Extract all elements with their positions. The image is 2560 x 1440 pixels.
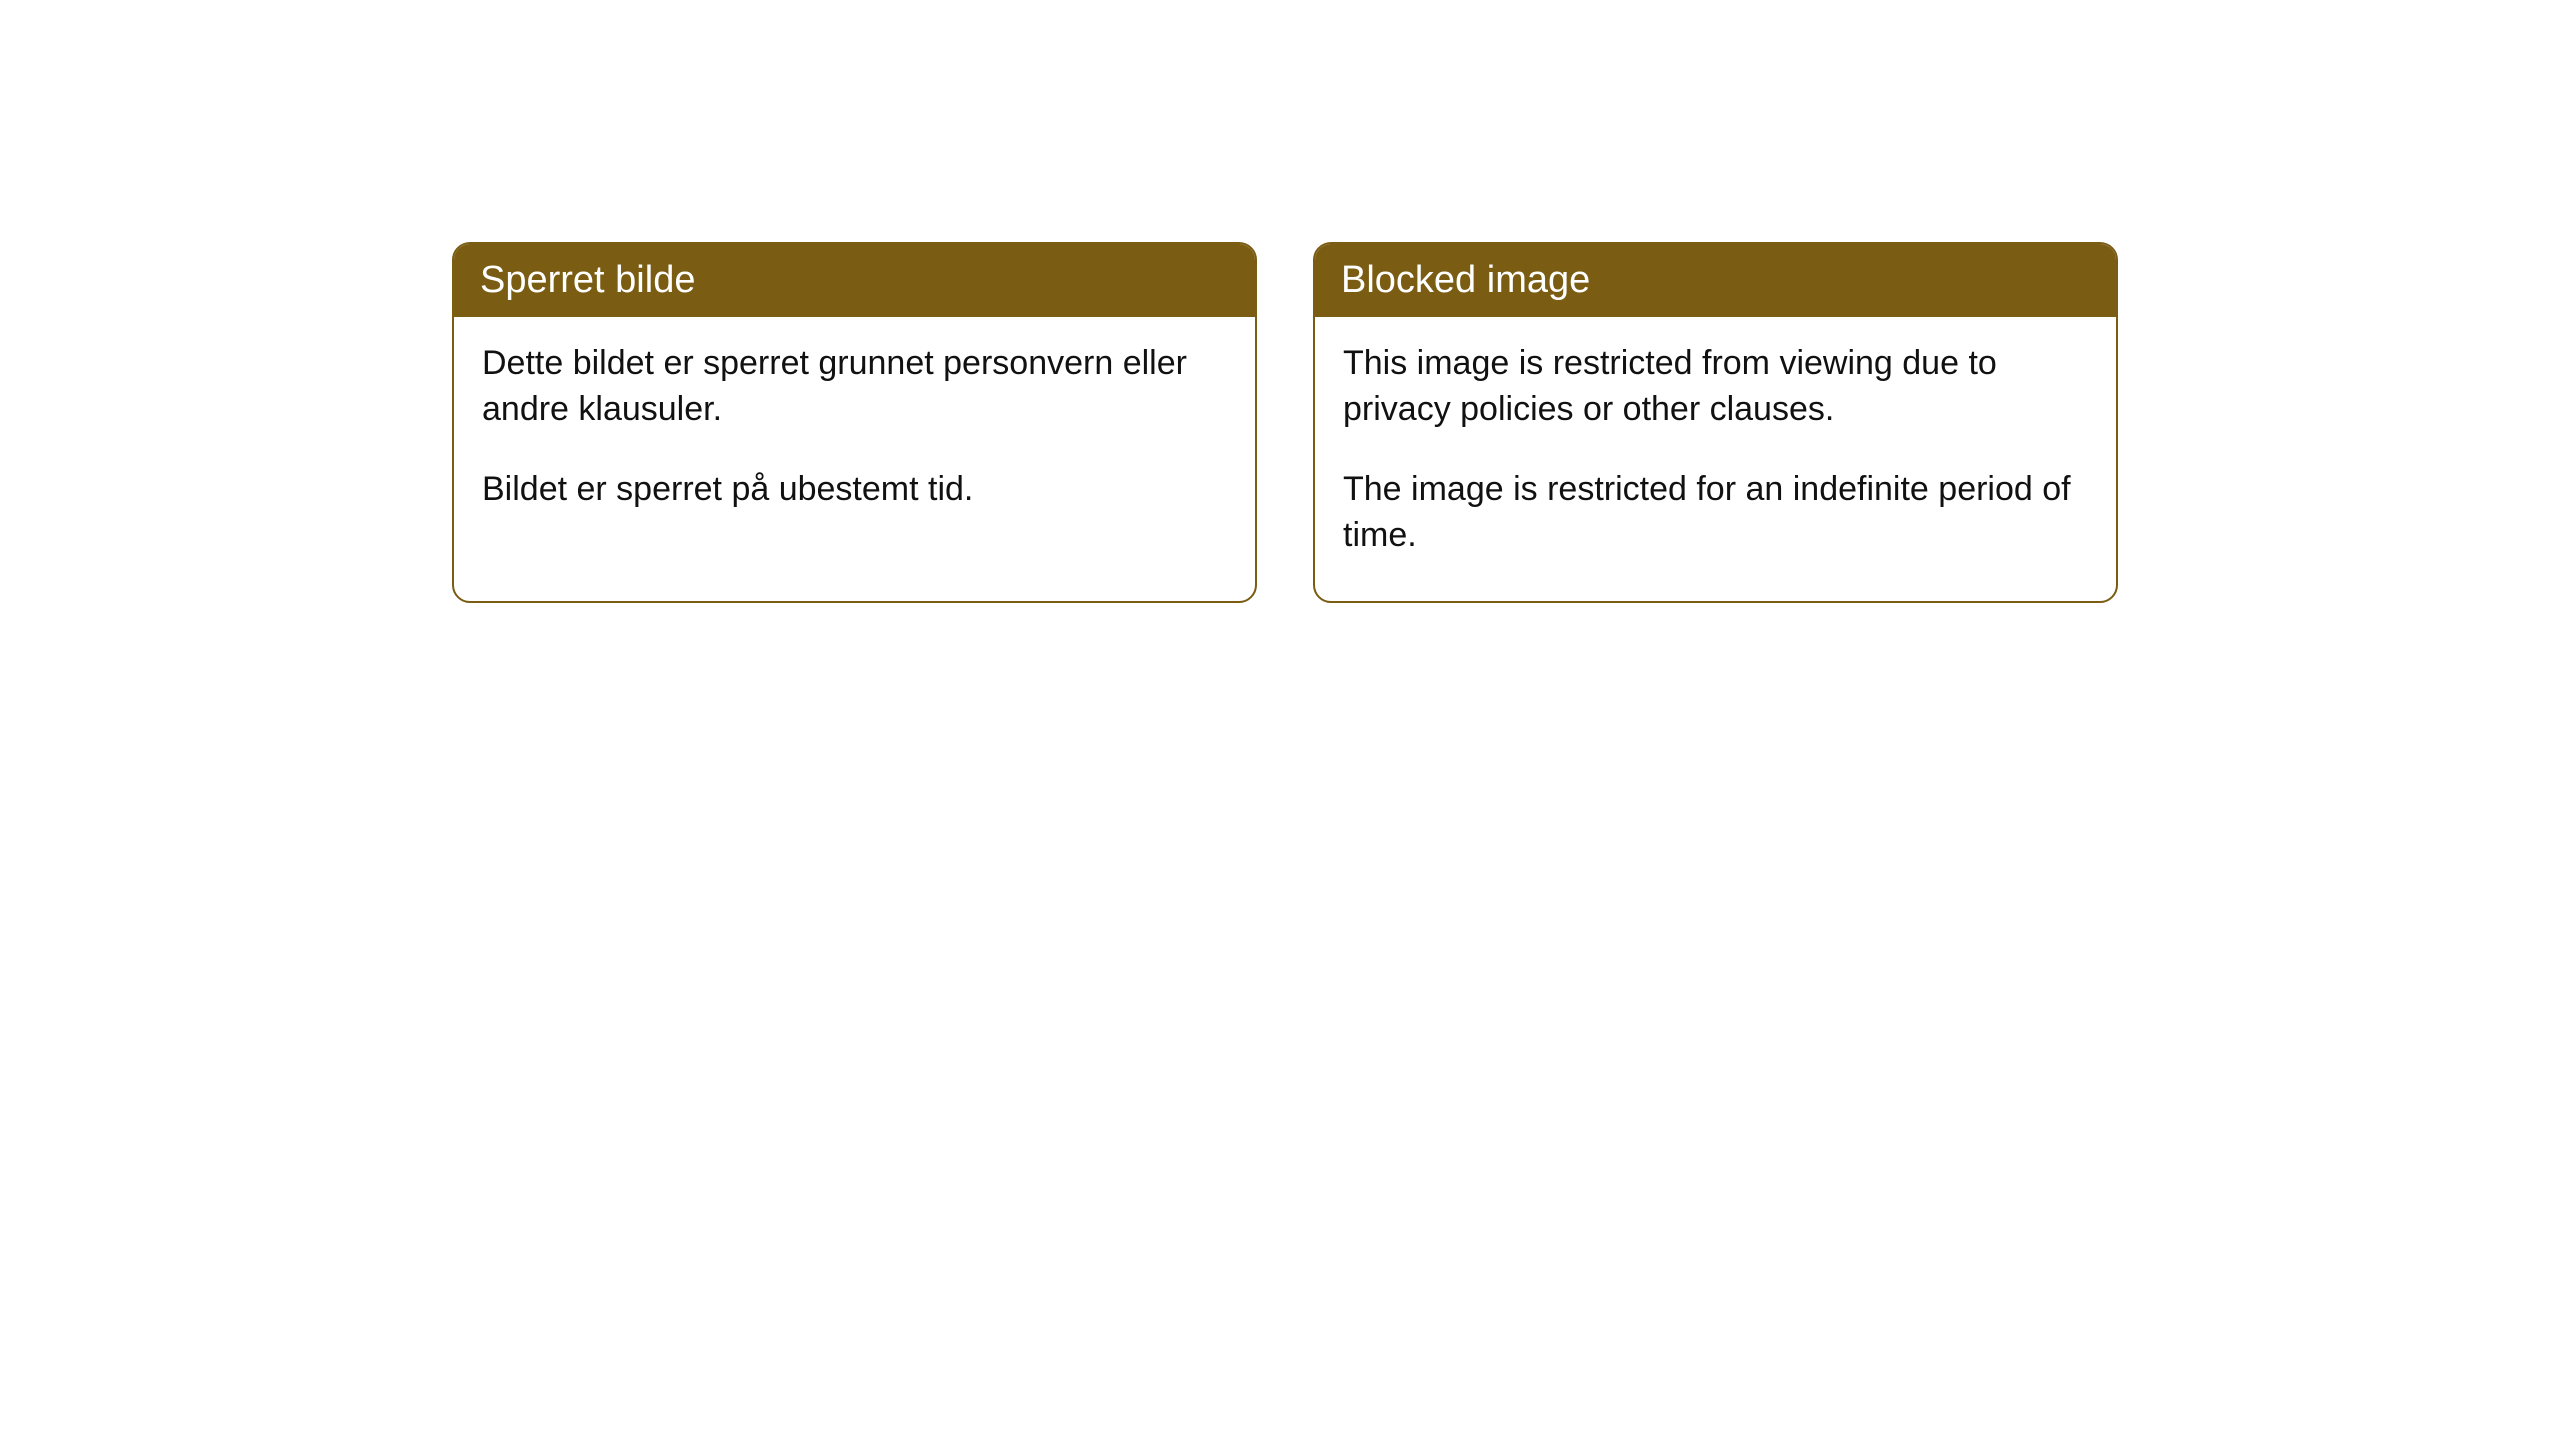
- blocked-image-card-en: Blocked image This image is restricted f…: [1313, 242, 2118, 603]
- card-paragraph-2-en: The image is restricted for an indefinit…: [1343, 467, 2088, 559]
- card-body-en: This image is restricted from viewing du…: [1315, 317, 2116, 601]
- card-paragraph-2-no: Bildet er sperret på ubestemt tid.: [482, 467, 1227, 513]
- blocked-image-card-no: Sperret bilde Dette bildet er sperret gr…: [452, 242, 1257, 603]
- card-title-no: Sperret bilde: [454, 244, 1255, 317]
- card-paragraph-1-no: Dette bildet er sperret grunnet personve…: [482, 341, 1227, 433]
- cards-container: Sperret bilde Dette bildet er sperret gr…: [0, 0, 2560, 603]
- card-body-no: Dette bildet er sperret grunnet personve…: [454, 317, 1255, 555]
- card-paragraph-1-en: This image is restricted from viewing du…: [1343, 341, 2088, 433]
- card-title-en: Blocked image: [1315, 244, 2116, 317]
